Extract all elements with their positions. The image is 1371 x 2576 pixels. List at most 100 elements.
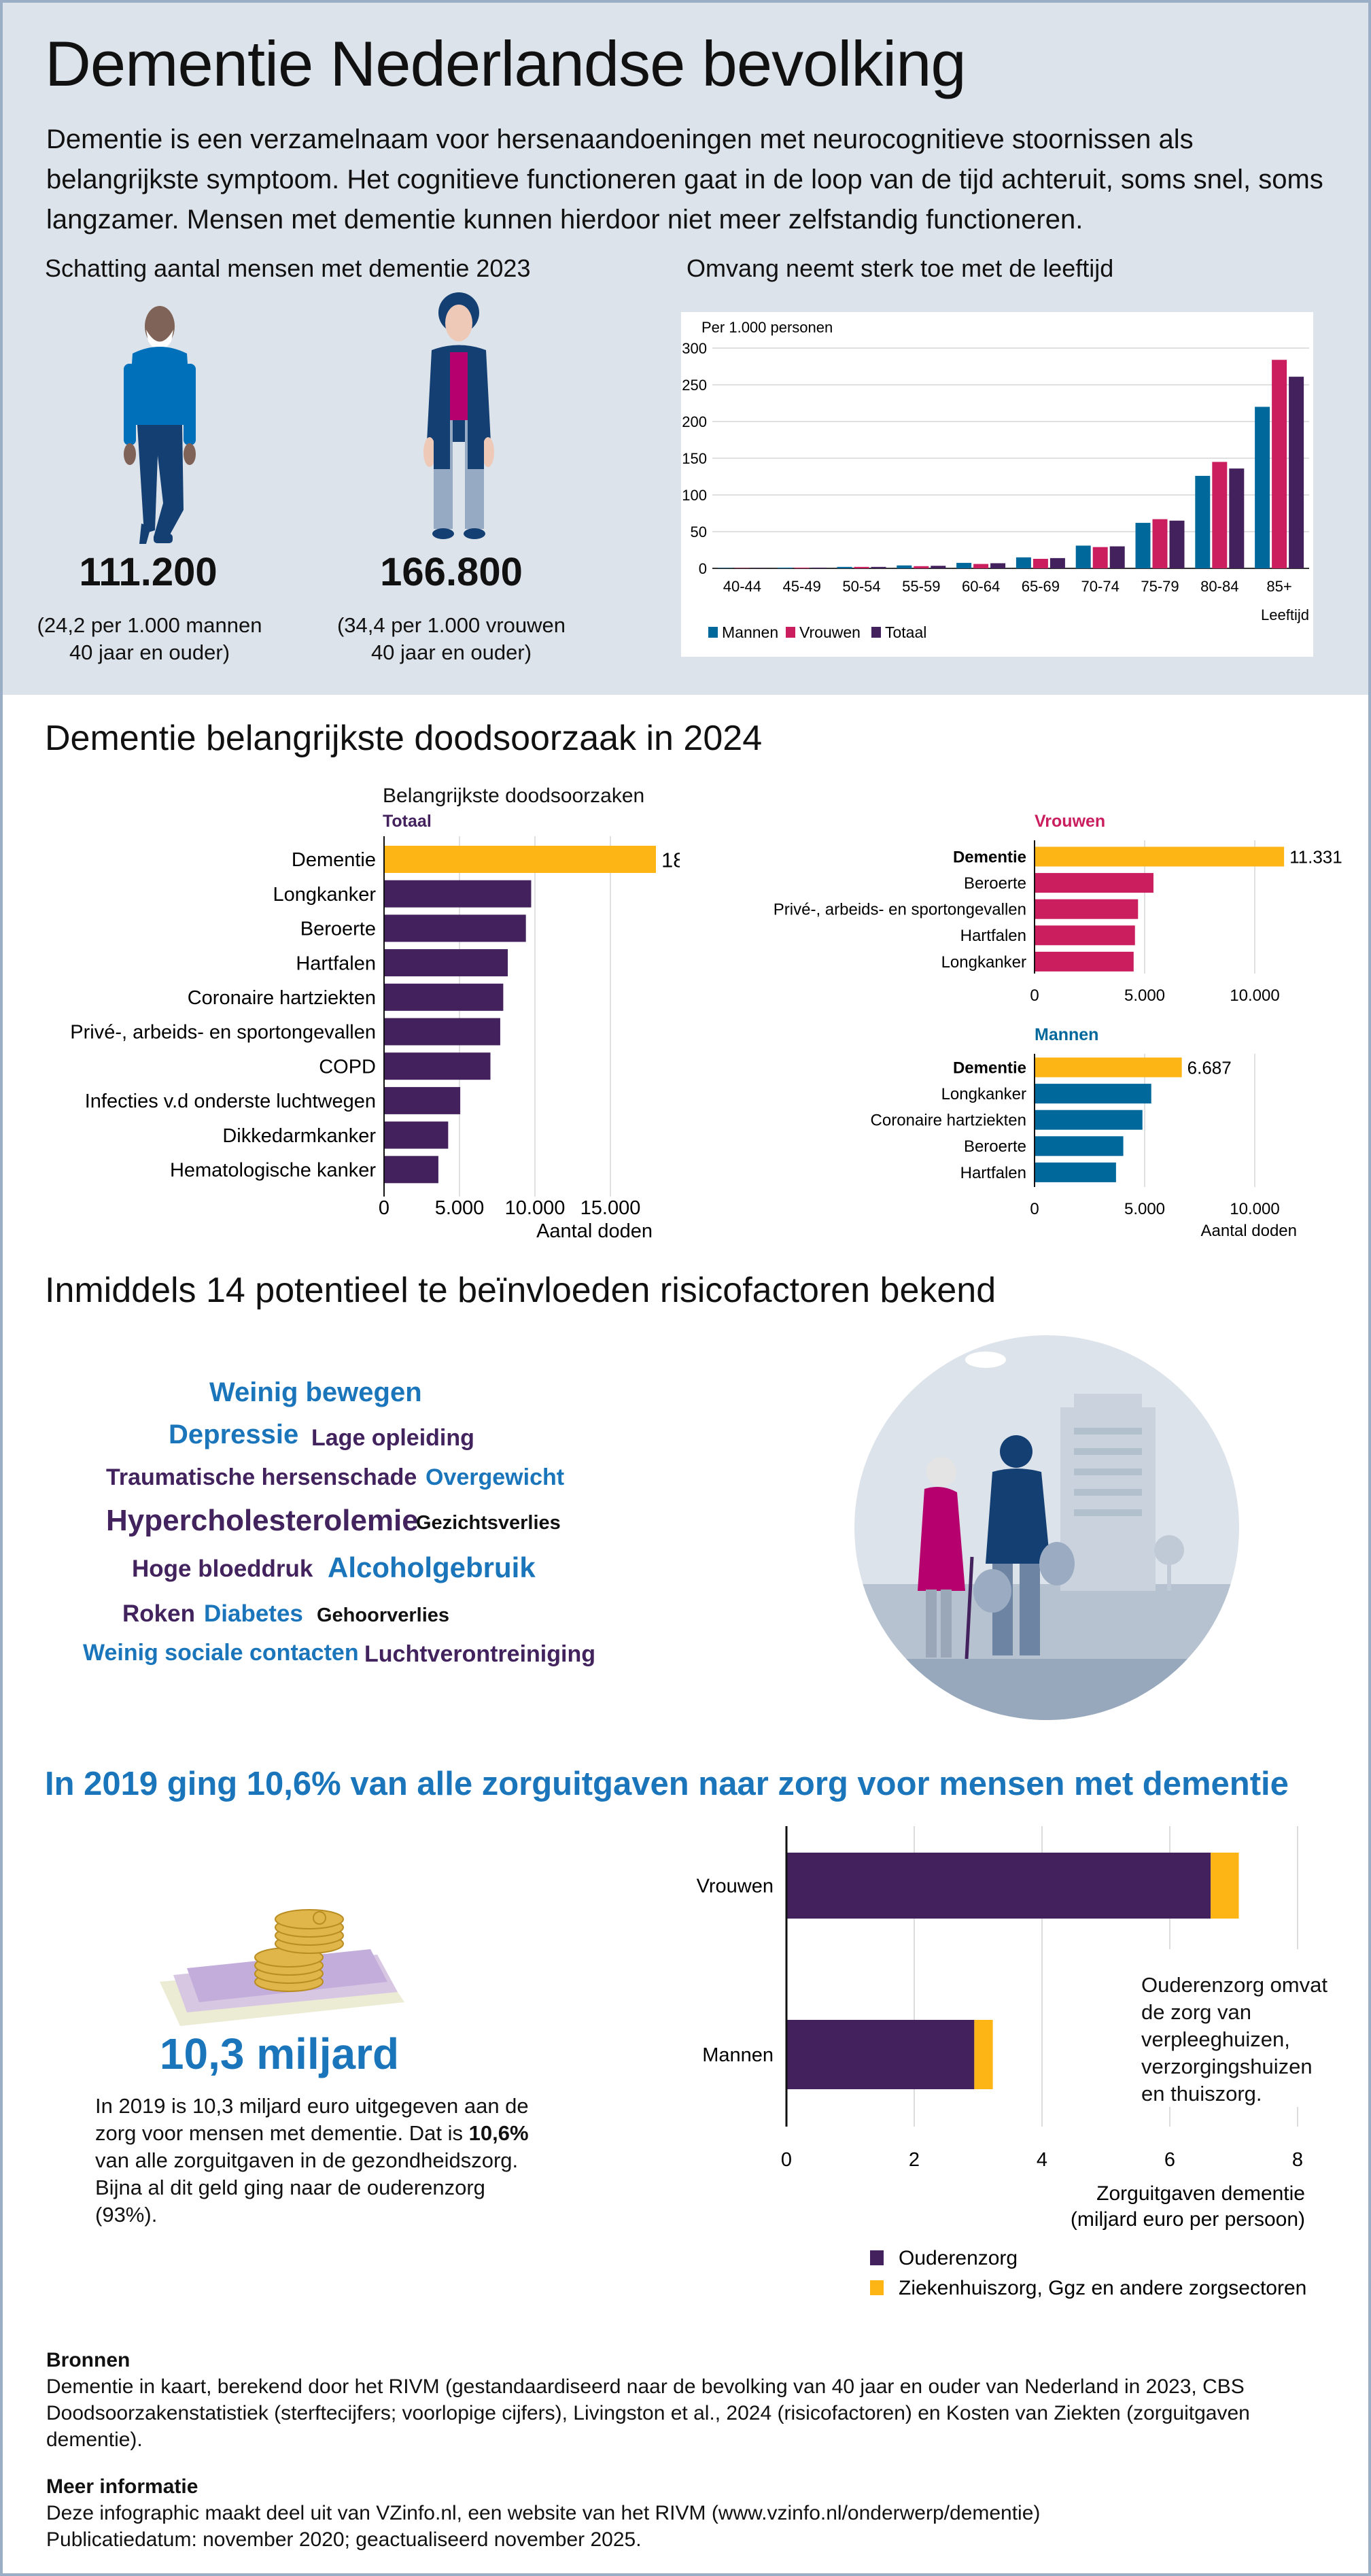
risk-word: Hypercholesterolemie <box>106 1504 419 1537</box>
sources: Bronnen Dementie in kaart, berekend door… <box>46 2347 1324 2453</box>
bar-copd <box>384 1052 491 1080</box>
cost-text-bold: 10,6% <box>468 2121 529 2145</box>
category-label: Beroerte <box>300 918 376 940</box>
risk-word: Hoge bloeddruk <box>132 1556 313 1582</box>
sources-title: Bronnen <box>46 2349 131 2371</box>
bar-hematologische-kanker <box>384 1156 438 1184</box>
risk-word: Alcoholgebruik <box>328 1551 536 1583</box>
legend-swatch <box>870 2250 884 2265</box>
bar-mannen <box>956 562 972 568</box>
bar-totaal <box>1169 520 1185 568</box>
bar-hartfalen <box>1035 925 1135 946</box>
x-axis-label: Aantal doden <box>536 1220 653 1242</box>
x-axis-label: (miljard euro per persoon) <box>1071 2208 1305 2231</box>
bar-vrouwen <box>914 566 929 568</box>
x-axis-label: Aantal doden <box>1201 1222 1297 1240</box>
cost-annotation: Ouderenzorg omvat de zorg van verpleeghu… <box>1141 1973 1327 2106</box>
x-tick-label: 70-74 <box>1081 578 1120 595</box>
value-label: 6.687 <box>1187 1058 1232 1078</box>
bar-vrouwen <box>1212 462 1228 568</box>
age-chart: Per 1.000 personen 0 50 100 150 200 250 300 40-4… <box>682 319 1309 641</box>
category-label: Longkanker <box>273 884 376 906</box>
bar-totaal <box>1049 557 1065 568</box>
bar-vrouwen <box>973 564 989 568</box>
causes-heading: Dementie belangrijkste doodsoorzaak in 2… <box>45 719 763 758</box>
legend-label: Ouderenzorg <box>899 2247 1018 2269</box>
x-tick-label: 45-49 <box>783 578 821 595</box>
bar-ouderenzorg <box>786 2020 975 2089</box>
category-label: Privé-, arbeids- en sportongevallen <box>70 1022 376 1044</box>
category-label: Dikkedarmkanker <box>222 1125 376 1147</box>
bar-vrouwen <box>1152 519 1168 568</box>
category-label: Longkanker <box>941 1085 1026 1103</box>
category-label: Mannen <box>702 2044 774 2066</box>
category-label: Longkanker <box>941 953 1026 972</box>
category-label: Dementie <box>292 849 376 871</box>
vrouwen-chart-title: Vrouwen <box>1035 812 1106 831</box>
x-tick-label: 0 <box>781 2149 792 2171</box>
y-tick-label: 100 <box>682 487 707 504</box>
x-tick-label: 5.000 <box>435 1197 485 1219</box>
bar-dementie <box>1035 846 1285 867</box>
bar-hartfalen <box>1035 1162 1116 1182</box>
risk-heading: Inmiddels 14 potentieel te beïnvloeden r… <box>45 1271 996 1310</box>
legend-label: Totaal <box>885 623 926 641</box>
risk-word: Diabetes <box>204 1600 303 1627</box>
causes-mannen-chart: 0 5.000 10.000 Dementie 6.687 Longkanker Coron… <box>871 1054 1297 1240</box>
bar-infecties-v-d-onderste-luchtwegen <box>384 1086 461 1114</box>
bar-ouderenzorg <box>786 1853 1211 1919</box>
category-label: COPD <box>319 1056 376 1078</box>
cost-heading: In 2019 ging 10,6% van alle zorguitgaven… <box>45 1766 1289 1802</box>
cost-text-post: van alle zorguitgaven in de gezondheidsz… <box>95 2148 519 2227</box>
x-tick-label: 10.000 <box>505 1197 566 1219</box>
x-tick-label: 60-64 <box>962 578 1000 595</box>
bar-beroerte <box>384 914 526 942</box>
man-figure-icon <box>124 306 196 544</box>
page-title: Dementie Nederlandse bevolking <box>45 28 967 99</box>
category-label: Hartfalen <box>960 1164 1026 1182</box>
legend-label: Ziekenhuiszorg, Ggz en andere zorgsector… <box>899 2277 1306 2299</box>
y-tick-label: 250 <box>682 377 707 394</box>
risk-word: Depressie <box>169 1420 299 1449</box>
x-tick-label: 0 <box>379 1197 389 1219</box>
bar-coronaire-hartziekten <box>384 983 504 1011</box>
bar-vrouwen <box>1092 547 1108 568</box>
y-axis-label: Per 1.000 personen <box>701 319 833 336</box>
x-tick-label: 50-54 <box>842 578 880 595</box>
value-label: 11.331 <box>1289 847 1342 868</box>
cost-text: In 2019 is 10,3 miljard euro uitgegeven … <box>95 2093 530 2229</box>
more-info-line2: Publicatiedatum: november 2020; geactual… <box>46 2528 642 2551</box>
bar-mannen <box>1195 475 1211 568</box>
bar-mannen <box>1255 407 1270 568</box>
x-tick-label: 75-79 <box>1141 578 1179 595</box>
x-axis-label: Leeftijd <box>1261 606 1309 623</box>
mannen-chart-title: Mannen <box>1035 1025 1099 1044</box>
men-note-line2: 40 jaar en ouder) <box>69 640 230 664</box>
bar-totaal <box>931 566 946 568</box>
risk-word: Weinig sociale contacten <box>83 1640 359 1666</box>
estimate-heading: Schatting aantal mensen met dementie 202… <box>45 254 531 282</box>
men-note: (24,2 per 1.000 mannen 40 jaar en ouder) <box>0 612 306 666</box>
x-tick-label: 15.000 <box>580 1197 641 1219</box>
category-label: Coronaire hartziekten <box>871 1112 1026 1130</box>
y-tick-label: 50 <box>691 523 707 540</box>
legend-swatch <box>870 2280 884 2295</box>
category-label: Coronaire hartziekten <box>188 987 376 1009</box>
y-tick-label: 0 <box>699 560 707 577</box>
category-label: Beroerte <box>964 874 1026 893</box>
x-tick-label: 4 <box>1037 2149 1047 2171</box>
bar-dementie <box>1035 1057 1182 1078</box>
x-tick-label: 6 <box>1164 2149 1175 2171</box>
category-label: Hartfalen <box>296 952 376 974</box>
x-tick-label: 85+ <box>1266 578 1291 595</box>
bar-ziekenhuiszorg <box>974 2020 993 2089</box>
x-tick-label: 10.000 <box>1230 1200 1279 1218</box>
men-count: 111.200 <box>79 550 218 594</box>
bar-vrouwen <box>1032 558 1048 568</box>
x-tick-label: 80-84 <box>1200 578 1238 595</box>
legend-label: Vrouwen <box>799 623 861 641</box>
cost-amount: 10,3 miljard <box>159 2029 400 2078</box>
intro-text: Dementie is een verzamelnaam voor hersen… <box>46 124 1323 235</box>
woman-figure-icon <box>423 292 494 539</box>
x-tick-label: 8 <box>1292 2149 1303 2171</box>
